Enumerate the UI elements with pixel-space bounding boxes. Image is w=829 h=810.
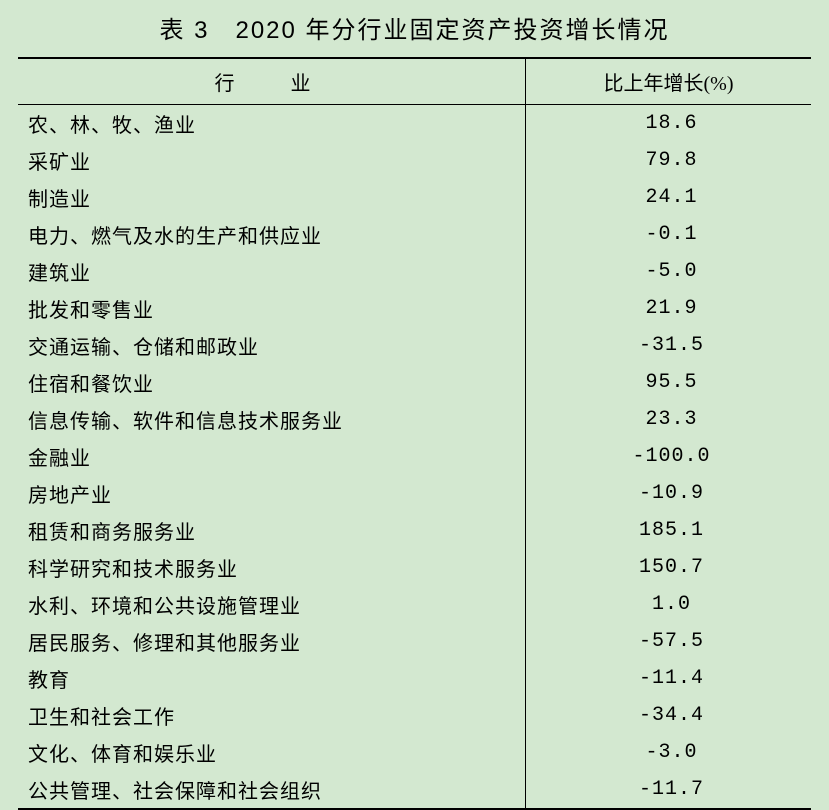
cell-industry: 水利、环境和公共设施管理业	[18, 586, 526, 623]
table-row: 居民服务、修理和其他服务业 -57.5	[18, 623, 811, 660]
table-row: 文化、体育和娱乐业 -3.0	[18, 734, 811, 771]
cell-value: 79.8	[526, 142, 811, 179]
table-row: 农、林、牧、渔业 18.6	[18, 105, 811, 143]
table-body: 农、林、牧、渔业 18.6 采矿业 79.8 制造业 24.1 电力、燃气及水的…	[18, 105, 811, 810]
table-row: 科学研究和技术服务业 150.7	[18, 549, 811, 586]
table-row: 卫生和社会工作 -34.4	[18, 697, 811, 734]
cell-value: 150.7	[526, 549, 811, 586]
cell-industry: 电力、燃气及水的生产和供应业	[18, 216, 526, 253]
col-header-value: 比上年增长(%)	[526, 58, 811, 105]
table-row: 电力、燃气及水的生产和供应业 -0.1	[18, 216, 811, 253]
cell-industry: 农、林、牧、渔业	[18, 105, 526, 143]
cell-industry: 批发和零售业	[18, 290, 526, 327]
cell-value: -3.0	[526, 734, 811, 771]
cell-value: 95.5	[526, 364, 811, 401]
cell-value: -11.7	[526, 771, 811, 809]
cell-value: -11.4	[526, 660, 811, 697]
col-header-industry: 行 业	[18, 58, 526, 105]
table-row: 教育 -11.4	[18, 660, 811, 697]
cell-value: 18.6	[526, 105, 811, 143]
investment-growth-table: 行 业 比上年增长(%) 农、林、牧、渔业 18.6 采矿业 79.8 制造业 …	[18, 57, 811, 810]
cell-value: -0.1	[526, 216, 811, 253]
cell-industry: 居民服务、修理和其他服务业	[18, 623, 526, 660]
cell-value: -31.5	[526, 327, 811, 364]
cell-value: 21.9	[526, 290, 811, 327]
table-row: 水利、环境和公共设施管理业 1.0	[18, 586, 811, 623]
cell-industry: 建筑业	[18, 253, 526, 290]
table-row: 房地产业 -10.9	[18, 475, 811, 512]
table-row: 批发和零售业 21.9	[18, 290, 811, 327]
table-row: 住宿和餐饮业 95.5	[18, 364, 811, 401]
cell-value: 24.1	[526, 179, 811, 216]
table-row: 采矿业 79.8	[18, 142, 811, 179]
table-header-row: 行 业 比上年增长(%)	[18, 58, 811, 105]
cell-value: -5.0	[526, 253, 811, 290]
table-row: 金融业 -100.0	[18, 438, 811, 475]
cell-industry: 租赁和商务服务业	[18, 512, 526, 549]
cell-industry: 文化、体育和娱乐业	[18, 734, 526, 771]
cell-value: 23.3	[526, 401, 811, 438]
cell-industry: 制造业	[18, 179, 526, 216]
table-title: 表 3 2020 年分行业固定资产投资增长情况	[18, 10, 811, 45]
cell-industry: 采矿业	[18, 142, 526, 179]
cell-industry: 教育	[18, 660, 526, 697]
cell-industry: 住宿和餐饮业	[18, 364, 526, 401]
cell-value: -34.4	[526, 697, 811, 734]
table-row: 租赁和商务服务业 185.1	[18, 512, 811, 549]
cell-industry: 房地产业	[18, 475, 526, 512]
table-row: 信息传输、软件和信息技术服务业 23.3	[18, 401, 811, 438]
table-row: 建筑业 -5.0	[18, 253, 811, 290]
cell-industry: 交通运输、仓储和邮政业	[18, 327, 526, 364]
cell-industry: 卫生和社会工作	[18, 697, 526, 734]
cell-value: -100.0	[526, 438, 811, 475]
cell-value: 185.1	[526, 512, 811, 549]
cell-value: 1.0	[526, 586, 811, 623]
cell-industry: 信息传输、软件和信息技术服务业	[18, 401, 526, 438]
cell-value: -57.5	[526, 623, 811, 660]
cell-industry: 科学研究和技术服务业	[18, 549, 526, 586]
table-row: 制造业 24.1	[18, 179, 811, 216]
cell-industry: 金融业	[18, 438, 526, 475]
cell-industry: 公共管理、社会保障和社会组织	[18, 771, 526, 809]
table-row: 交通运输、仓储和邮政业 -31.5	[18, 327, 811, 364]
table-row: 公共管理、社会保障和社会组织 -11.7	[18, 771, 811, 809]
cell-value: -10.9	[526, 475, 811, 512]
